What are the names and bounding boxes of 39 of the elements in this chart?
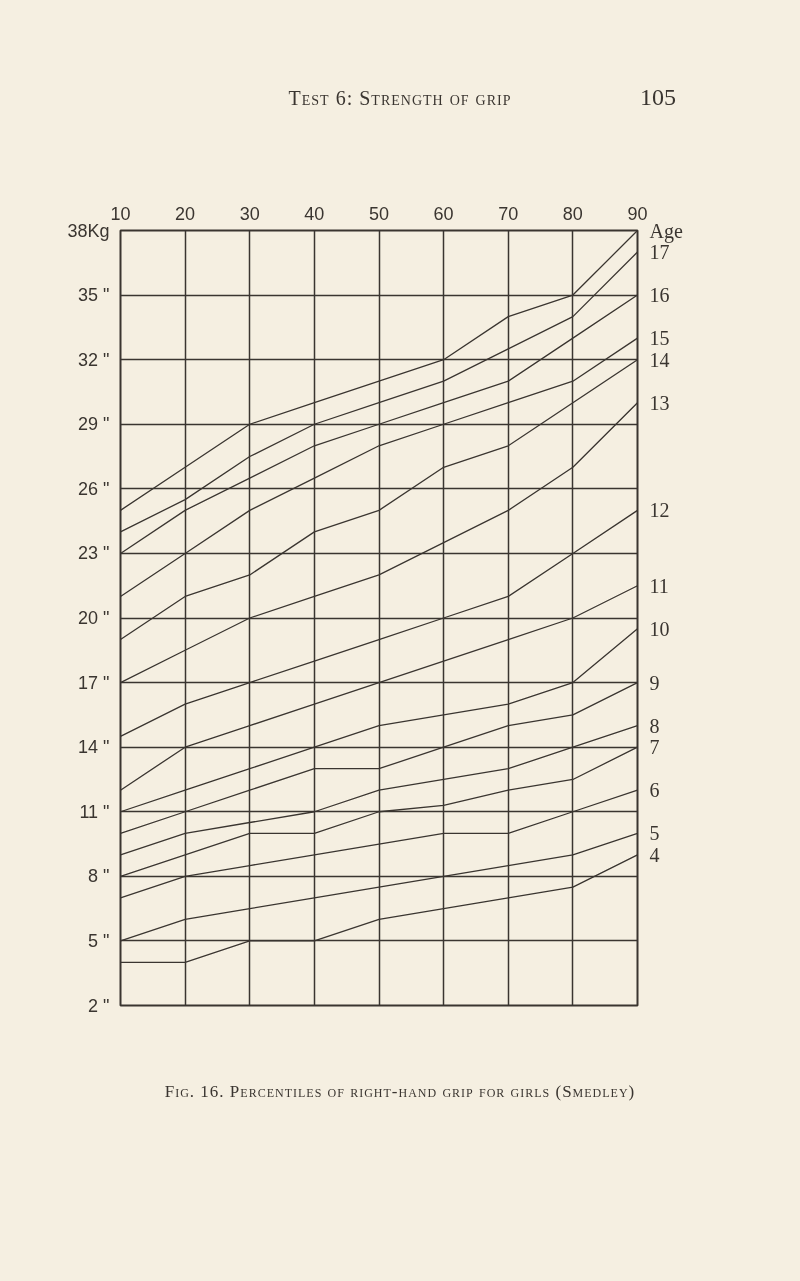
y-tick-label: 2 " bbox=[88, 995, 110, 1016]
series-label: 10 bbox=[649, 617, 670, 640]
x-tick-label: 50 bbox=[368, 203, 390, 224]
series-label: 9 bbox=[649, 671, 660, 694]
legend-title: Age bbox=[649, 219, 683, 243]
series-label: 5 bbox=[649, 822, 660, 845]
y-tick-label: 11 " bbox=[79, 801, 110, 822]
series-label: 8 bbox=[649, 714, 660, 737]
y-tick-label: 32 " bbox=[78, 349, 110, 370]
y-tick-label: 38Kg bbox=[67, 220, 110, 241]
y-tick-label: 20 " bbox=[78, 608, 110, 628]
series-label: 14 bbox=[649, 348, 670, 371]
y-tick-label: 23 " bbox=[78, 543, 110, 564]
series-label: 15 bbox=[649, 327, 670, 350]
y-tick-label: 14 " bbox=[78, 737, 110, 758]
series-label: 6 bbox=[649, 779, 660, 802]
y-tick-label: 26 " bbox=[78, 478, 110, 499]
y-tick-label: 5 " bbox=[88, 930, 110, 951]
series-label: 13 bbox=[649, 391, 670, 414]
y-tick-label: 35 " bbox=[78, 285, 110, 306]
text: Test 6: Strength of grip bbox=[288, 87, 512, 109]
text: 105 bbox=[640, 83, 676, 112]
y-tick-label: 8 " bbox=[88, 866, 110, 887]
y-tick-label: 17 " bbox=[78, 672, 110, 693]
text: Fig. 16. Percentiles of right-hand grip for girls (Smedley) bbox=[0, 1080, 800, 1281]
y-tick-label: 29 " bbox=[78, 414, 110, 435]
series-label: 12 bbox=[649, 499, 670, 522]
x-tick-label: 20 bbox=[175, 203, 196, 224]
x-tick-label: 30 bbox=[239, 203, 260, 224]
series-label: 11 bbox=[649, 574, 669, 597]
x-tick-label: 90 bbox=[627, 203, 648, 224]
x-tick-label: 80 bbox=[562, 203, 583, 224]
series-label: 16 bbox=[649, 284, 670, 307]
x-tick-label: 40 bbox=[304, 203, 325, 224]
series-label: 7 bbox=[649, 736, 660, 759]
series-label: 4 bbox=[649, 843, 660, 866]
x-tick-label: 10 bbox=[110, 203, 131, 224]
x-tick-label: 60 bbox=[433, 203, 454, 224]
x-tick-label: 70 bbox=[498, 203, 519, 224]
